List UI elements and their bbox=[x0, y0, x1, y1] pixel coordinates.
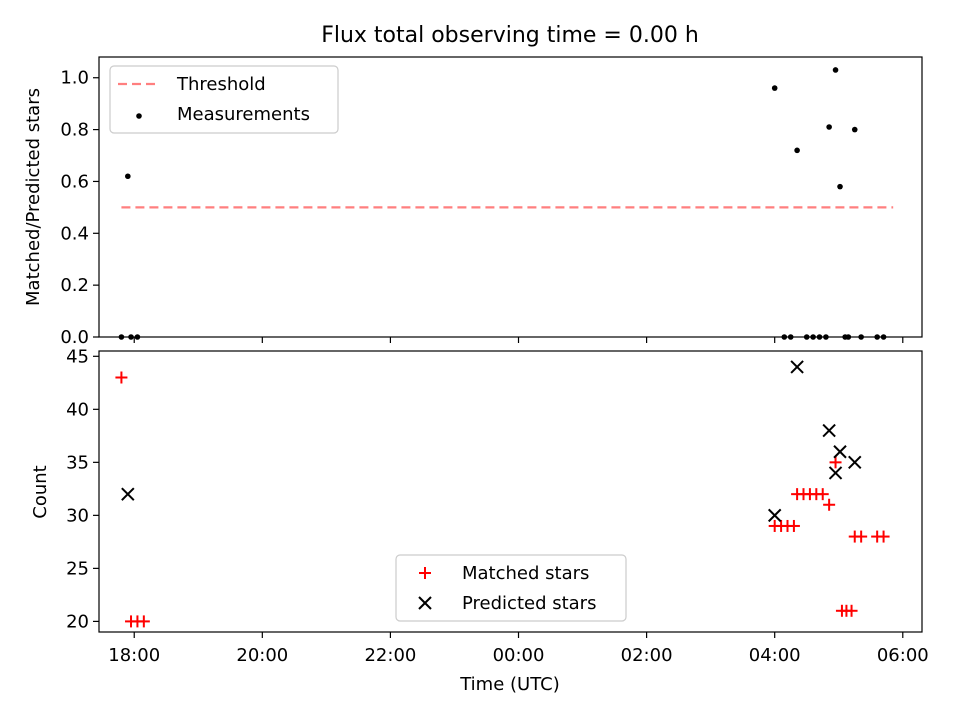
predicted-star-point bbox=[767, 508, 782, 523]
measurement-point bbox=[832, 67, 839, 73]
y-tick-label: 20 bbox=[66, 611, 89, 632]
x-tick-label: 18:00 bbox=[108, 645, 160, 666]
bottom-x-axis-label: Time (UTC) bbox=[459, 674, 560, 695]
top-x-axis-ticks bbox=[133, 337, 904, 343]
measurement-point bbox=[851, 126, 858, 133]
legend-measurements-swatch bbox=[136, 113, 142, 119]
top-legend-box bbox=[109, 65, 339, 134]
predicted-star-point bbox=[833, 445, 847, 459]
matched-star-point bbox=[823, 498, 836, 511]
x-tick-label: 20:00 bbox=[236, 645, 288, 666]
legend-matched-label: Matched stars bbox=[462, 563, 589, 584]
bottom-legend: Matched stars Predicted stars bbox=[395, 554, 627, 622]
y-tick-label: 1.0 bbox=[60, 68, 89, 89]
y-tick-label: 0.0 bbox=[60, 327, 89, 348]
y-tick-label: 0.4 bbox=[60, 223, 89, 244]
y-tick-label: 40 bbox=[66, 399, 89, 420]
x-tick-label: 02:00 bbox=[621, 645, 673, 666]
legend-predicted-swatch bbox=[418, 596, 432, 610]
measurement-point bbox=[826, 124, 832, 130]
measurement-point bbox=[837, 183, 843, 190]
legend-matched-swatch bbox=[419, 567, 431, 579]
bottom-panel-count-plot: 20 25 30 35 40 45 18:00 20:00 22:00 00:00 02:00 04… bbox=[30, 346, 929, 695]
x-tick-label: 06:00 bbox=[877, 645, 929, 666]
predicted-star-point bbox=[790, 360, 804, 374]
star-count-points bbox=[115, 360, 890, 628]
legend-predicted-label: Predicted stars bbox=[462, 593, 596, 614]
x-tick-label: 22:00 bbox=[364, 645, 416, 666]
y-tick-label: 45 bbox=[66, 346, 89, 367]
predicted-star-point bbox=[828, 466, 843, 480]
chart-title: Flux total observing time = 0.00 h bbox=[321, 23, 699, 48]
bottom-plot-frame bbox=[98, 350, 923, 633]
predicted-star-point bbox=[822, 423, 836, 438]
top-panel-ratio-plot: 0.0 0.2 0.4 0.6 0.8 1.0 Matched/Predicted sta… bbox=[23, 56, 923, 348]
predicted-star-point bbox=[848, 455, 862, 470]
y-tick-label: 0.6 bbox=[60, 171, 89, 192]
x-tick-label: 04:00 bbox=[749, 645, 801, 666]
bottom-legend-box bbox=[395, 554, 627, 622]
matched-star-point bbox=[816, 488, 829, 501]
matched-star-point bbox=[787, 519, 800, 532]
matched-star-point bbox=[845, 604, 858, 617]
bottom-y-axis-ticks: 20 25 30 35 40 45 bbox=[66, 346, 99, 632]
y-tick-label: 30 bbox=[66, 505, 89, 526]
matched-star-point bbox=[829, 456, 842, 469]
measurement-point bbox=[794, 147, 800, 154]
legend-measurements-label: Measurements bbox=[177, 104, 310, 125]
measurement-point bbox=[771, 85, 778, 91]
top-legend: Threshold Measurements bbox=[109, 65, 339, 134]
bottom-x-axis-ticks: 18:00 20:00 22:00 00:00 02:00 04:00 06:00 bbox=[108, 632, 929, 666]
predicted-star-point bbox=[121, 487, 135, 501]
top-y-axis-label: Matched/Predicted stars bbox=[23, 88, 44, 306]
matched-star-point bbox=[855, 530, 868, 543]
y-tick-label: 25 bbox=[66, 558, 89, 579]
bottom-y-axis-label: Count bbox=[30, 465, 51, 518]
top-y-axis-ticks: 0.0 0.2 0.4 0.6 0.8 1.0 bbox=[60, 68, 99, 348]
matched-star-point bbox=[137, 615, 150, 628]
measurement-point bbox=[125, 173, 131, 180]
y-tick-label: 35 bbox=[66, 452, 89, 473]
legend-threshold-label: Threshold bbox=[176, 74, 266, 95]
y-tick-label: 0.8 bbox=[60, 120, 89, 141]
matched-star-point bbox=[877, 530, 890, 543]
matched-star-point bbox=[115, 371, 128, 384]
y-tick-label: 0.2 bbox=[60, 275, 89, 296]
x-tick-label: 00:00 bbox=[493, 645, 545, 666]
top-plot-frame bbox=[98, 56, 923, 338]
